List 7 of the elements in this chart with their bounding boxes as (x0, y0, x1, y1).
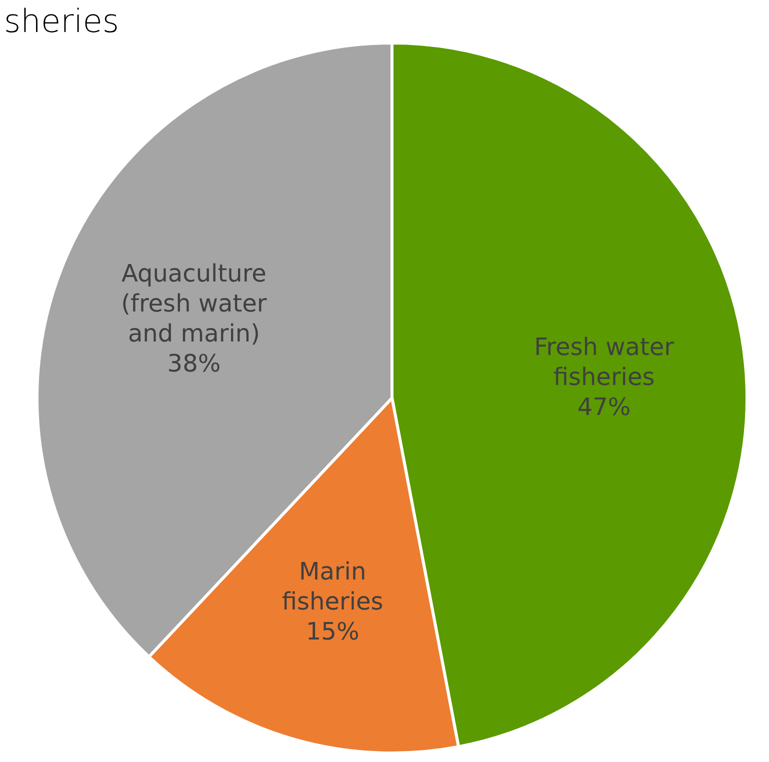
data-label: 47% (577, 392, 631, 421)
data-label: 38% (167, 349, 221, 378)
data-label: 15% (306, 617, 360, 646)
slice-label: Aquaculture (fresh water and marin) (121, 259, 267, 348)
slice-label: Marin fisheries (282, 557, 384, 616)
slice-label: Fresh water fisheries (534, 332, 674, 391)
chart-title: sheries (4, 2, 120, 40)
